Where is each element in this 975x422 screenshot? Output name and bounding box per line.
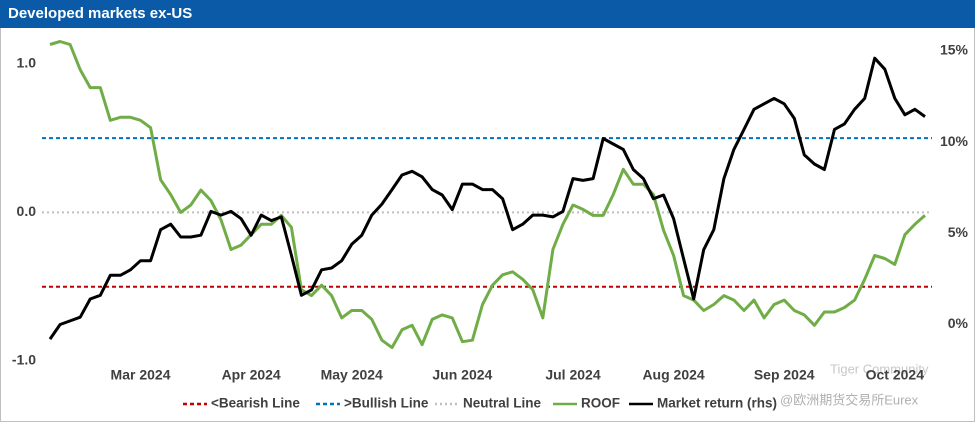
- x-tick-label: Oct 2024: [866, 367, 925, 383]
- y2-tick-label: 10%: [940, 133, 969, 149]
- y2-tick-label: 0%: [948, 315, 969, 331]
- legend-label: Neutral Line: [463, 396, 542, 411]
- y2-tick-label: 15%: [940, 42, 969, 58]
- chart-title: Developed markets ex-US: [8, 5, 192, 22]
- legend-label: <Bearish Line: [211, 396, 300, 411]
- x-tick-label: Aug 2024: [642, 367, 704, 383]
- y2-tick-label: 5%: [948, 224, 969, 240]
- y-tick-label: 0.0: [17, 203, 37, 219]
- line-series: [48, 56, 926, 340]
- legend-label: ROOF: [581, 396, 620, 411]
- x-tick-label: Sep 2024: [754, 367, 815, 383]
- legend-label: >Bullish Line: [344, 396, 429, 411]
- x-tick-label: Jun 2024: [432, 367, 492, 383]
- line-series: [49, 40, 926, 350]
- x-tick-label: Apr 2024: [222, 367, 281, 383]
- x-tick-label: Mar 2024: [111, 367, 171, 383]
- y-tick-label: -1.0: [12, 352, 36, 368]
- x-tick-label: Jul 2024: [545, 367, 600, 383]
- x-tick-label: May 2024: [321, 367, 383, 383]
- title-bar: [0, 0, 975, 28]
- legend-label: Market return (rhs): [657, 396, 777, 411]
- watermark: Tiger Community: [830, 361, 929, 376]
- watermark: @欧洲期货交易所Eurex: [780, 392, 919, 407]
- y-tick-label: 1.0: [17, 54, 37, 70]
